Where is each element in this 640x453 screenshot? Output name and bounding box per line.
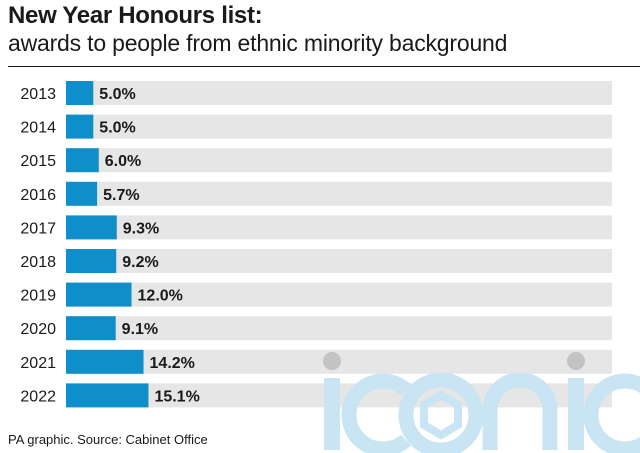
bar-track-2017 xyxy=(66,215,612,240)
watermark-n xyxy=(482,372,558,450)
bar-2013 xyxy=(66,81,94,105)
value-label-2018: 9.2% xyxy=(122,254,158,271)
bar-2021 xyxy=(66,349,144,374)
bar-track-2016 xyxy=(66,181,612,206)
value-label-2020: 9.1% xyxy=(122,321,158,338)
watermark-c-2 xyxy=(583,373,640,453)
value-label-2014: 5.0% xyxy=(99,120,135,137)
bar-2020 xyxy=(66,316,116,341)
bar-2022 xyxy=(66,383,149,408)
bar-2015 xyxy=(66,148,99,173)
watermark-c-1 xyxy=(341,373,412,453)
year-label-2021: 2021 xyxy=(20,355,56,372)
watermark-dot-2 xyxy=(567,352,585,370)
value-label-2013: 5.0% xyxy=(99,86,135,103)
chart-subtitle: awards to people from ethnic minority ba… xyxy=(8,30,508,56)
bar-2014 xyxy=(66,114,94,139)
year-label-2018: 2018 xyxy=(20,254,56,271)
bar-track-2013 xyxy=(66,81,612,105)
bar-chart: 2013 5.0% 2014 5.0% 2015 6.0% 2016 5.7% 2017 9.3%… xyxy=(20,81,612,408)
watermark-i-stem-1 xyxy=(324,378,340,450)
bar-row-2016: 2016 5.7% xyxy=(20,181,612,206)
watermark-i-stem-2 xyxy=(568,378,584,450)
watermark-letters xyxy=(323,352,640,453)
watermark-o-hexagon xyxy=(420,390,462,440)
bar-2017 xyxy=(66,215,117,240)
bar-track-2020 xyxy=(66,316,612,341)
bar-2016 xyxy=(66,181,98,206)
bar-row-2015: 2015 6.0% xyxy=(20,148,612,173)
chart-title: New Year Honours list: xyxy=(8,2,263,29)
year-label-2014: 2014 xyxy=(20,120,56,137)
bar-row-2018: 2018 9.2% xyxy=(20,249,612,273)
title-divider xyxy=(8,66,640,67)
bar-track-2014 xyxy=(66,114,612,139)
bar-2019 xyxy=(66,282,132,307)
year-label-2019: 2019 xyxy=(20,288,56,305)
value-label-2017: 9.3% xyxy=(123,220,159,237)
bar-track-2019 xyxy=(66,282,612,307)
year-label-2017: 2017 xyxy=(20,220,56,237)
bar-row-2013: 2013 5.0% xyxy=(20,81,612,105)
bar-2018 xyxy=(66,249,117,273)
bar-track-2015 xyxy=(66,148,612,173)
value-label-2019: 12.0% xyxy=(138,288,183,305)
year-label-2020: 2020 xyxy=(20,321,56,338)
year-label-2015: 2015 xyxy=(20,153,56,170)
bar-row-2017: 2017 9.3% xyxy=(20,215,612,240)
iconic-watermark-logo xyxy=(323,352,640,453)
bar-row-2019: 2019 12.0% xyxy=(20,282,612,307)
value-label-2015: 6.0% xyxy=(105,153,141,170)
value-label-2022: 15.1% xyxy=(154,388,199,405)
value-label-2021: 14.2% xyxy=(150,355,195,372)
year-label-2022: 2022 xyxy=(20,388,56,405)
source-note: PA graphic. Source: Cabinet Office xyxy=(8,432,208,447)
year-label-2013: 2013 xyxy=(20,86,56,103)
value-label-2016: 5.7% xyxy=(103,187,139,204)
bar-row-2020: 2020 9.1% xyxy=(20,316,612,341)
bar-row-2014: 2014 5.0% xyxy=(20,114,612,139)
watermark-dot-1 xyxy=(323,352,341,370)
watermark-o xyxy=(398,372,484,453)
bar-track-2018 xyxy=(66,249,612,273)
year-label-2016: 2016 xyxy=(20,187,56,204)
